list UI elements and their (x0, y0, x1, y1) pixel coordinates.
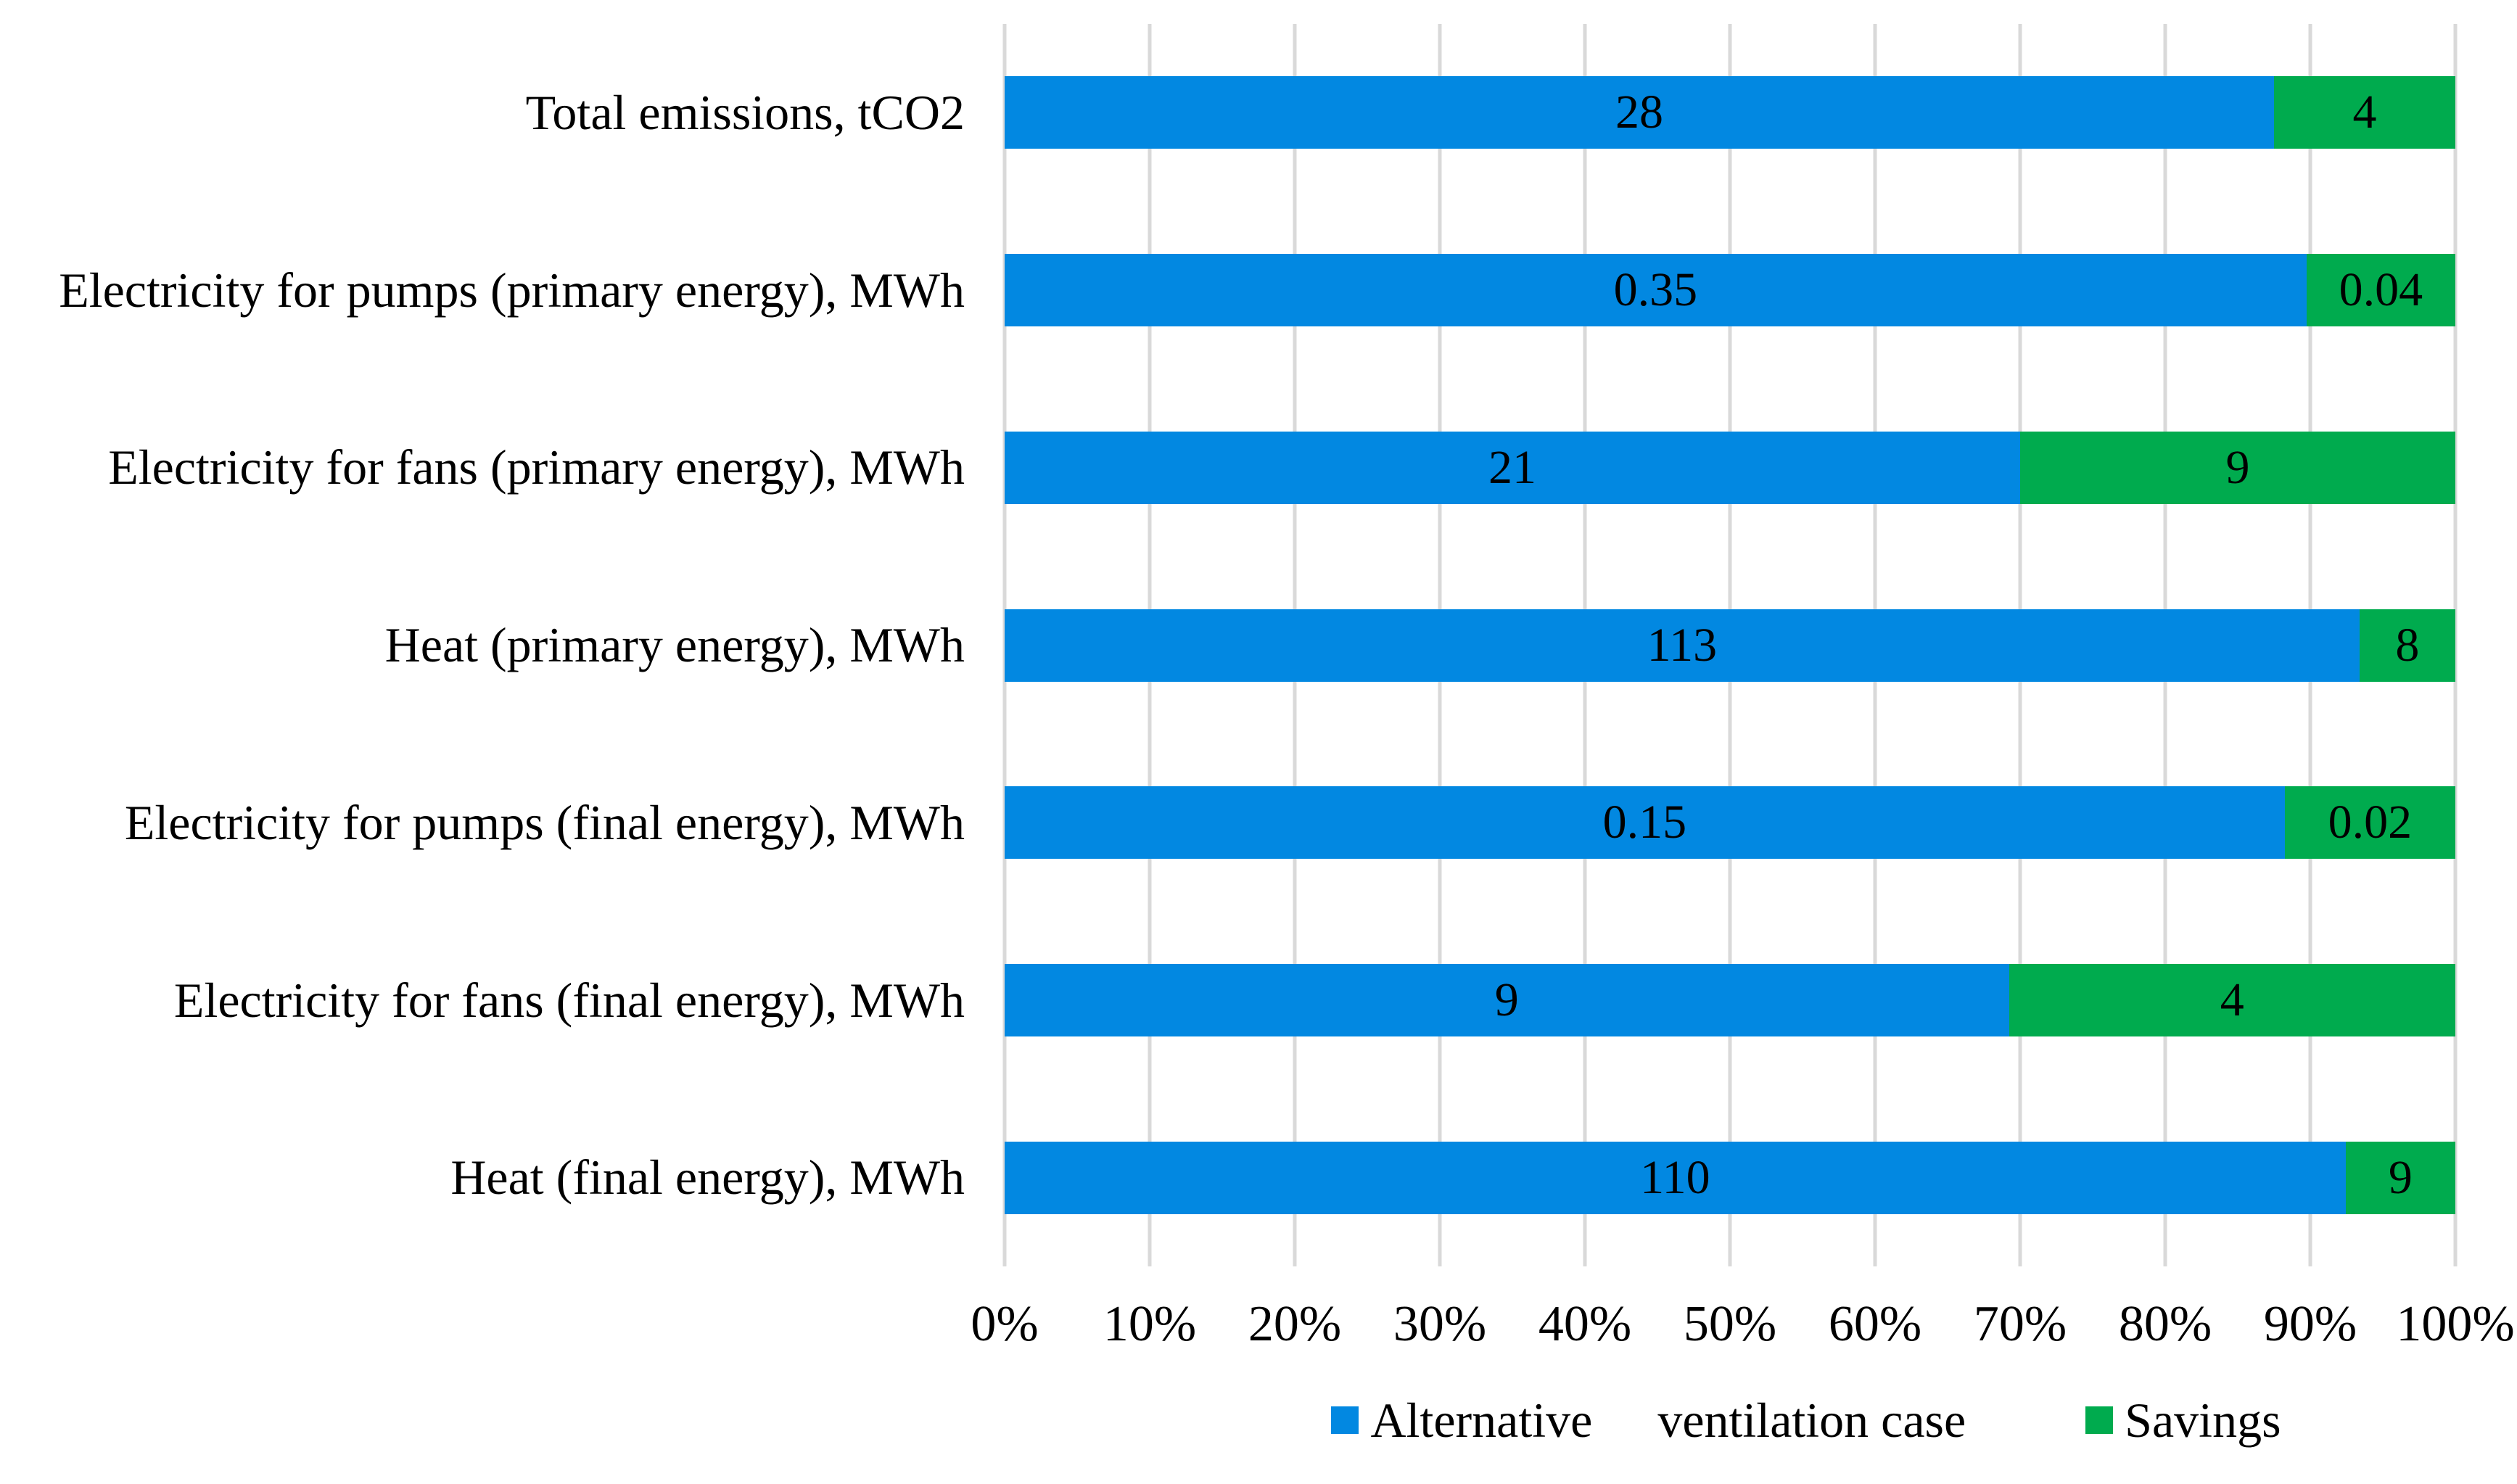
stacked-bar: 0.15 0.02 (1005, 786, 2455, 860)
chart-body: Total emissions, tCO2 Electricity for pum… (0, 24, 2458, 1266)
x-axis-tick-label: 70% (1973, 1296, 2067, 1352)
bar-segment-savings: 0.04 (2306, 254, 2455, 327)
category-label: Heat (final energy), MWh (450, 1150, 965, 1205)
category-label: Total emissions, tCO2 (525, 84, 965, 140)
bar-segment-savings: 9 (2345, 1141, 2455, 1214)
bar-segment-alternative: 21 (1005, 431, 2020, 504)
category-label: Electricity for fans (primary energy), M… (108, 440, 965, 495)
bar-row: 0.35 0.04 (1005, 202, 2455, 379)
stacked-bar: 110 9 (1005, 1141, 2455, 1214)
legend: Alternative ventilation case Savings (1005, 1396, 2455, 1445)
bar-value-label: 4 (2352, 86, 2377, 139)
x-axis: 0% 10% 20% 30% 40% 50% 60% 70% 80% 90% 100% (971, 1288, 2514, 1361)
bar-segment-alternative: 9 (1005, 963, 2009, 1036)
x-axis-tick-label: 60% (1828, 1296, 1922, 1352)
bar-row: 21 9 (1005, 379, 2455, 556)
x-axis-tick-label: 80% (2118, 1296, 2212, 1352)
bar-row: 110 9 (1005, 1089, 2455, 1266)
stacked-bar: 0.35 0.04 (1005, 254, 2455, 327)
bar-segment-savings: 0.02 (2284, 786, 2455, 860)
bar-value-label: 9 (2388, 1150, 2413, 1204)
bar-segment-savings: 9 (2020, 431, 2455, 504)
stacked-bar: 28 4 (1005, 76, 2455, 149)
bar-value-label: 113 (1647, 618, 1718, 672)
bar-row: 0.15 0.02 (1005, 734, 2455, 912)
bar-segment-alternative: 28 (1005, 76, 2274, 149)
bar-segment-alternative: 110 (1005, 1141, 2346, 1214)
x-axis-tick-label: 90% (2263, 1296, 2357, 1352)
bar-value-label: 0.04 (2339, 263, 2423, 317)
plot-area: 28 4 0.35 0.04 21 9 113 8 0.15 0.02 9 4 110 9 (1002, 24, 2458, 1266)
bar-value-label: 28 (1615, 86, 1663, 139)
legend-swatch-savings-icon (2085, 1406, 2114, 1434)
x-axis-tick-label: 50% (1683, 1296, 1777, 1352)
bar-row: 113 8 (1005, 556, 2455, 734)
bar-row: 28 4 (1005, 24, 2455, 202)
bar-value-label: 4 (2220, 973, 2244, 1026)
bar-value-label: 8 (2395, 618, 2420, 672)
bar-segment-savings: 4 (2274, 76, 2455, 149)
bar-value-label: 9 (2225, 440, 2250, 494)
category-labels: Total emissions, tCO2 Electricity for pum… (0, 24, 1005, 1266)
legend-label-alternative: Alternative (1370, 1393, 1593, 1448)
x-axis-tick-label: 40% (1538, 1296, 1632, 1352)
x-axis-tick-label: 10% (1103, 1296, 1197, 1352)
legend-label-ventilation-case: ventilation case (1657, 1393, 1966, 1448)
legend-label-savings: Savings (2125, 1393, 2281, 1448)
x-axis-tick-label: 30% (1393, 1296, 1487, 1352)
stacked-bar: 113 8 (1005, 609, 2455, 682)
stacked-bar: 21 9 (1005, 431, 2455, 504)
bar-rows: 28 4 0.35 0.04 21 9 113 8 0.15 0.02 9 4 110 9 (1005, 24, 2455, 1266)
bar-segment-alternative: 0.15 (1005, 786, 2285, 860)
category-label: Electricity for pumps (primary energy), … (59, 262, 965, 318)
bar-segment-alternative: 0.35 (1005, 254, 2307, 327)
bar-segment-alternative: 113 (1005, 609, 2360, 682)
x-axis-tick-label: 20% (1248, 1296, 1342, 1352)
legend-swatch-alternative-icon (1331, 1406, 1359, 1434)
bar-value-label: 110 (1640, 1150, 1710, 1204)
bar-segment-savings: 8 (2359, 609, 2455, 682)
x-axis-tick-label: 100% (2396, 1296, 2515, 1352)
category-label: Electricity for pumps (final energy), MW… (124, 794, 965, 850)
bar-segment-savings: 4 (2009, 963, 2455, 1036)
gridline (2453, 24, 2458, 1266)
category-label: Electricity for fans (final energy), MWh (173, 972, 965, 1028)
x-axis-tick-label: 0% (971, 1296, 1039, 1352)
category-label: Heat (primary energy), MWh (384, 617, 965, 673)
bar-value-label: 0.15 (1602, 796, 1687, 849)
bar-value-label: 21 (1488, 440, 1536, 494)
bar-value-label: 9 (1494, 973, 1519, 1026)
bar-value-label: 0.35 (1613, 263, 1698, 317)
bar-value-label: 0.02 (2328, 796, 2413, 849)
